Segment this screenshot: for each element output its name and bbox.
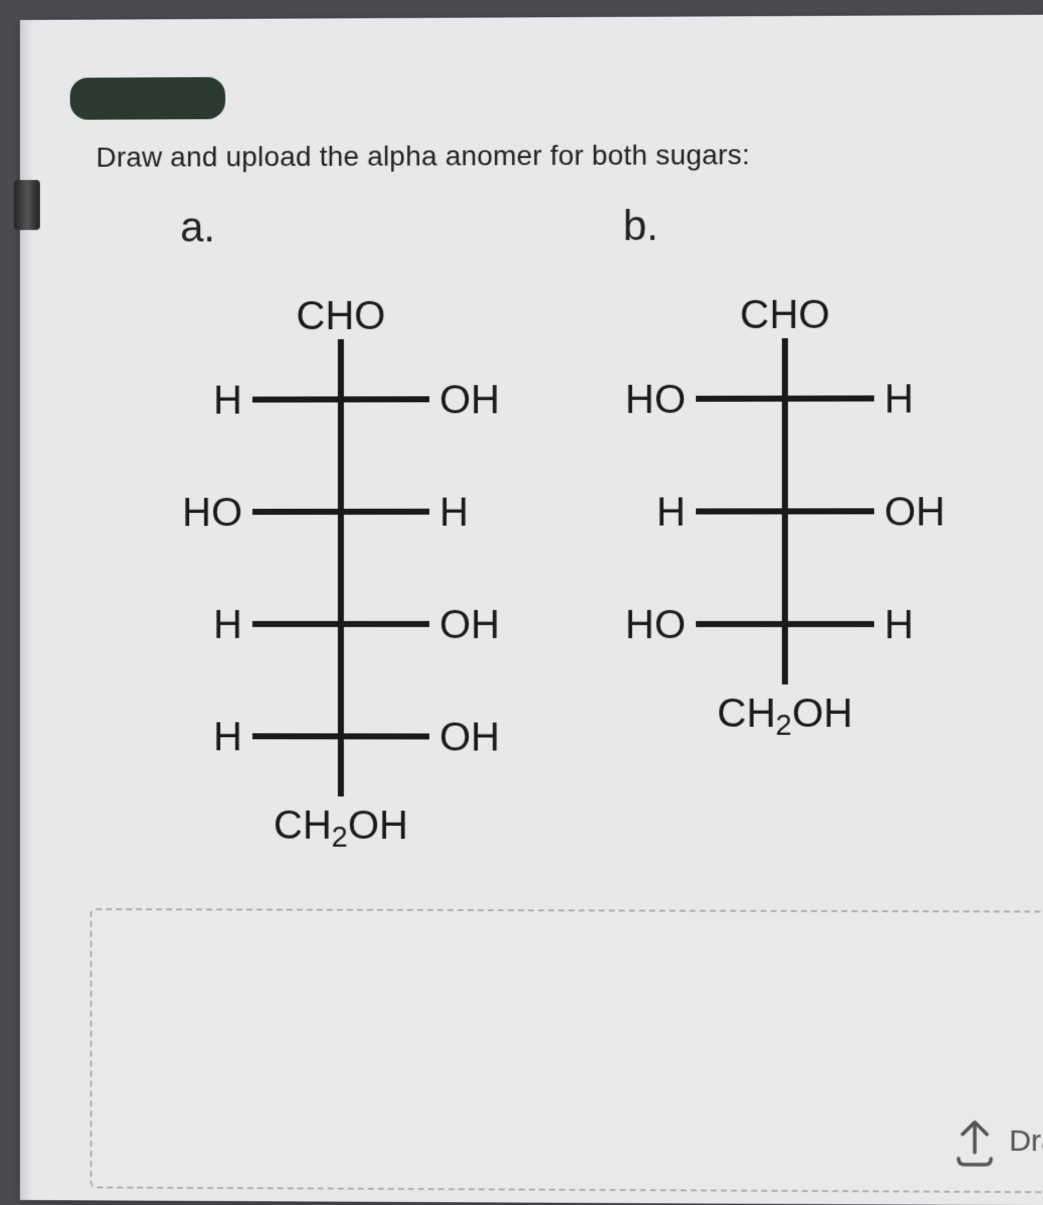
left-sub: H — [213, 379, 242, 423]
right-sub: H — [884, 377, 913, 421]
left-sub: HO — [625, 378, 686, 422]
left-sub: H — [213, 603, 242, 647]
page-surface: Draw and upload the alpha anomer for bot… — [20, 15, 1043, 1205]
right-sub: H — [884, 603, 913, 647]
label-b: b. — [593, 201, 978, 251]
right-sub: OH — [439, 715, 499, 759]
redaction-block — [70, 77, 225, 120]
bottom-group: CH2OH — [717, 691, 853, 741]
label-a: a. — [150, 202, 532, 251]
column-a: a. CHOHOHHOHHOHHOHCH2OH — [150, 202, 532, 858]
left-sub: HO — [625, 603, 686, 647]
upload-dropzone[interactable] — [90, 908, 1043, 1193]
fischer-projection-a: CHOHOHHOHHOHHOHCH2OH — [150, 281, 532, 859]
right-sub: OH — [439, 603, 499, 647]
top-group: CHO — [296, 294, 385, 338]
left-sub: H — [657, 490, 686, 534]
right-sub: OH — [884, 490, 945, 534]
upload-icon — [952, 1116, 997, 1167]
fischer-projection-b: CHOHOHHOHHOHCH2OH — [593, 279, 978, 746]
upload-hint[interactable]: Dra — [952, 1116, 1043, 1167]
bottom-group: CH2OH — [274, 803, 409, 853]
right-sub: OH — [439, 378, 499, 422]
column-b: b. CHOHOHHOHHOHCH2OH — [593, 201, 978, 859]
upload-hint-text: Dra — [1009, 1124, 1043, 1159]
sugar-columns: a. CHOHOHHOHHOHHOHCH2OH b. CHOHOHHOHHOHC… — [70, 200, 1022, 859]
left-sub: HO — [182, 491, 242, 535]
right-sub: H — [439, 491, 468, 535]
question-prompt: Draw and upload the alpha anomer for bot… — [96, 138, 1021, 174]
binder-ring — [14, 180, 40, 230]
top-group: CHO — [740, 293, 830, 338]
left-sub: H — [213, 715, 242, 759]
